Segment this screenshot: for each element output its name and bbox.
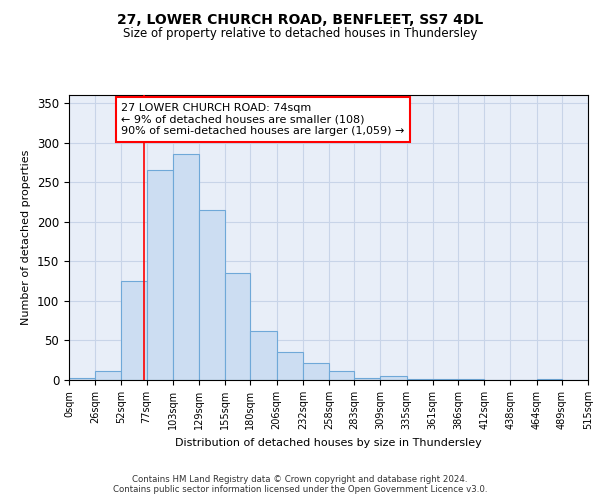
Bar [380,376,407,380]
Bar [458,379,484,380]
Text: Contains public sector information licensed under the Open Government Licence v3: Contains public sector information licen… [113,484,487,494]
Bar [329,370,354,380]
Bar [433,379,458,380]
Bar [536,379,562,380]
Bar [225,273,250,380]
Bar [121,281,146,380]
Bar [173,154,199,380]
Text: Contains HM Land Registry data © Crown copyright and database right 2024.: Contains HM Land Registry data © Crown c… [132,474,468,484]
Bar [199,210,225,380]
Text: 27 LOWER CHURCH ROAD: 74sqm
← 9% of detached houses are smaller (108)
90% of sem: 27 LOWER CHURCH ROAD: 74sqm ← 9% of deta… [121,103,405,136]
Bar [303,364,329,380]
Bar [95,372,121,380]
Bar [407,379,433,380]
Bar [250,331,277,380]
Text: 27, LOWER CHURCH ROAD, BENFLEET, SS7 4DL: 27, LOWER CHURCH ROAD, BENFLEET, SS7 4DL [117,12,483,26]
Text: Size of property relative to detached houses in Thundersley: Size of property relative to detached ho… [123,28,477,40]
Bar [146,170,173,380]
Bar [354,378,380,380]
Bar [277,352,303,380]
Text: Distribution of detached houses by size in Thundersley: Distribution of detached houses by size … [175,438,482,448]
Y-axis label: Number of detached properties: Number of detached properties [22,150,31,325]
Bar [69,378,95,380]
